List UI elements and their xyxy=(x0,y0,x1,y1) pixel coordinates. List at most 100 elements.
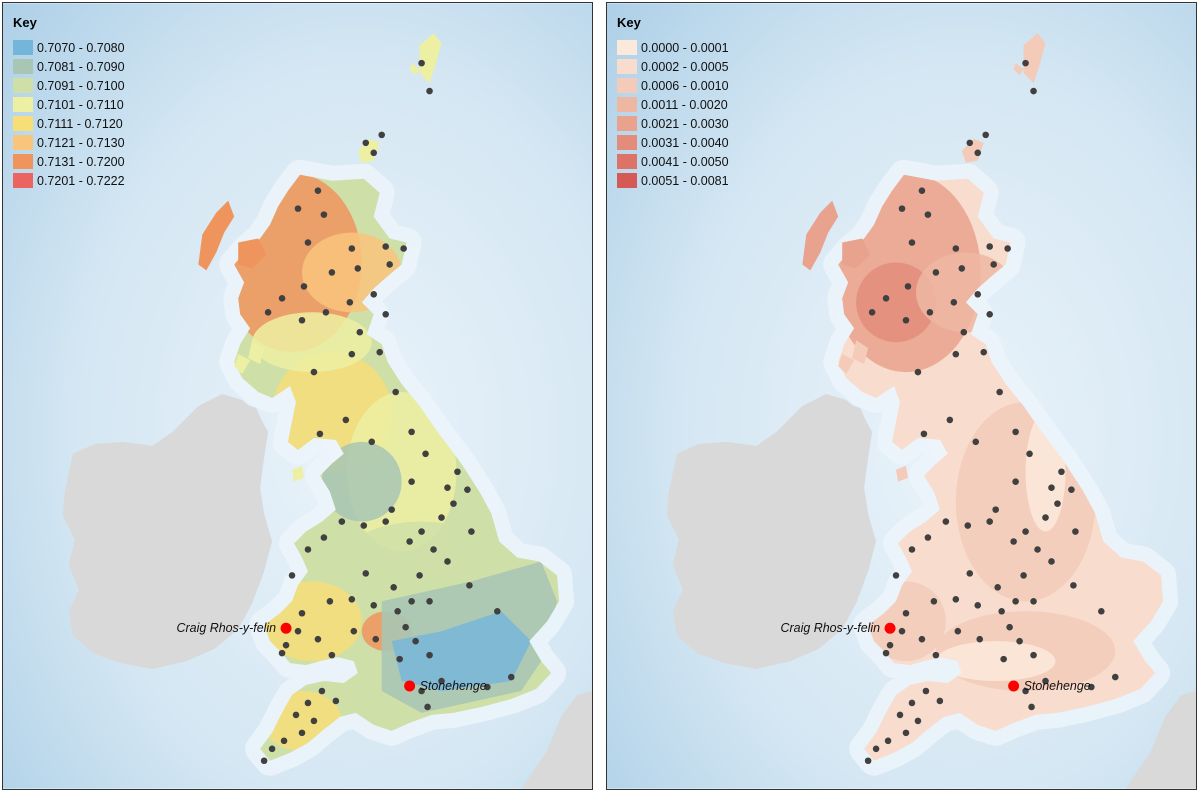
sample-point xyxy=(382,310,389,318)
sample-point xyxy=(430,546,437,553)
legend-item: 0.0002 - 0.0005 xyxy=(617,57,729,76)
sample-point xyxy=(996,388,1003,396)
sample-point xyxy=(958,265,966,272)
sample-point xyxy=(990,261,997,268)
island-landmass xyxy=(896,465,908,482)
legend-swatch xyxy=(617,97,637,112)
legend-item: 0.0021 - 0.0030 xyxy=(617,114,729,133)
sample-point xyxy=(350,627,358,635)
legend-swatch xyxy=(617,135,637,150)
ireland-landmass xyxy=(62,394,273,670)
sample-point xyxy=(1042,677,1049,685)
legend-item: 0.0031 - 0.0040 xyxy=(617,133,729,152)
island-landmass xyxy=(357,138,380,163)
sample-point xyxy=(924,534,932,541)
legend-label: 0.7111 - 0.7120 xyxy=(37,116,123,131)
sample-point xyxy=(318,687,326,695)
island-landmass xyxy=(292,465,304,482)
legend-label: 0.0021 - 0.0030 xyxy=(641,116,729,131)
island-landmass xyxy=(238,238,267,269)
legend-title: Key xyxy=(617,15,641,30)
sample-point xyxy=(1111,673,1119,681)
sample-point xyxy=(314,635,322,643)
sample-point xyxy=(930,598,938,605)
sample-point xyxy=(438,514,445,521)
legend-swatch xyxy=(13,154,33,169)
site-marker xyxy=(884,622,896,634)
sample-point xyxy=(936,697,944,705)
sample-point xyxy=(976,635,984,643)
sample-point xyxy=(368,438,376,446)
sample-point xyxy=(908,546,916,553)
sample-point xyxy=(426,651,433,659)
sample-point xyxy=(902,729,910,737)
sample-point xyxy=(1030,651,1037,659)
sample-point xyxy=(310,368,318,376)
sample-point xyxy=(382,518,389,525)
sample-point xyxy=(354,265,362,272)
sample-point xyxy=(1030,598,1037,605)
sample-point xyxy=(422,450,429,458)
sample-point xyxy=(926,308,934,316)
sample-point xyxy=(1058,468,1065,476)
sample-point xyxy=(426,598,433,605)
sample-point xyxy=(298,316,306,324)
value-zones xyxy=(234,174,558,751)
sample-point xyxy=(932,651,940,659)
sample-point xyxy=(980,348,988,356)
sample-point xyxy=(920,430,928,438)
sample-point xyxy=(426,87,433,95)
sample-point xyxy=(278,295,286,302)
map-panel-uncertainty: Craig Rhos-y-felin Stonehenge Key 0.0000 … xyxy=(606,2,1197,790)
sample-point xyxy=(922,687,930,695)
sample-point xyxy=(292,711,300,719)
sample-point xyxy=(1088,683,1095,691)
sample-point xyxy=(952,596,960,603)
legend-label: 0.0031 - 0.0040 xyxy=(641,135,729,150)
legend-item: 0.7131 - 0.7200 xyxy=(13,152,125,171)
legend-label: 0.7121 - 0.7130 xyxy=(37,135,125,150)
sample-point xyxy=(908,699,916,707)
sample-point xyxy=(864,757,872,765)
sample-point xyxy=(322,308,330,316)
sample-point xyxy=(494,607,501,615)
sample-point xyxy=(304,546,312,553)
sample-point xyxy=(982,131,990,139)
legend-item: 0.7091 - 0.7100 xyxy=(13,76,125,95)
sample-point xyxy=(972,438,980,446)
sample-point xyxy=(1004,245,1011,252)
sample-point xyxy=(454,468,461,476)
sample-point xyxy=(450,500,457,507)
site-marker xyxy=(1008,680,1020,692)
sample-point xyxy=(466,582,473,589)
sample-point xyxy=(942,518,950,525)
sample-point xyxy=(348,245,356,252)
sample-point xyxy=(444,558,451,565)
island-landmass xyxy=(1013,63,1024,76)
legend-item: 0.7101 - 0.7110 xyxy=(13,95,125,114)
sample-point xyxy=(444,484,451,491)
sample-point xyxy=(316,430,324,438)
legend-swatch xyxy=(13,59,33,74)
sample-point xyxy=(310,717,318,725)
sample-point xyxy=(418,59,425,67)
legend-swatch xyxy=(617,154,637,169)
sample-point xyxy=(986,518,993,525)
island-landmass xyxy=(248,340,265,365)
legend-label: 0.7131 - 0.7200 xyxy=(37,154,125,169)
sample-point xyxy=(394,607,401,615)
sample-point xyxy=(328,269,336,276)
legend-swatch xyxy=(13,78,33,93)
legend-item: 0.0011 - 0.0020 xyxy=(617,95,729,114)
sample-point xyxy=(438,677,445,685)
sample-point xyxy=(1070,582,1077,589)
map-panel-strontium: Craig Rhos-y-felin Stonehenge Key 0.7070 … xyxy=(2,2,593,790)
map-canvas-uncertainty: Craig Rhos-y-felin Stonehenge xyxy=(607,3,1196,789)
sample-point xyxy=(406,538,413,545)
sample-point xyxy=(892,572,900,579)
legend-label: 0.7101 - 0.7110 xyxy=(37,97,124,112)
sample-point xyxy=(1026,450,1033,458)
sample-point xyxy=(964,522,972,529)
island-landmass xyxy=(838,354,855,375)
site-marker xyxy=(404,680,416,692)
